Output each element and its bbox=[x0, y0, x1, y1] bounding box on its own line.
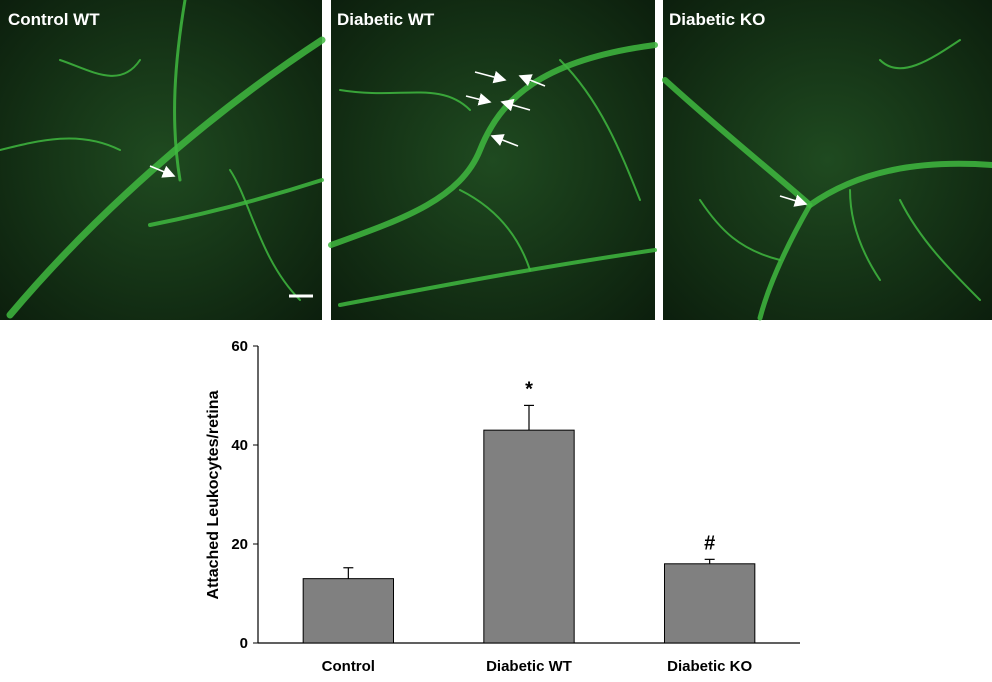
bar bbox=[302, 578, 394, 644]
y-tick-label: 20 bbox=[231, 536, 248, 553]
panel-label: Control WT bbox=[8, 10, 100, 29]
y-tick-label: 0 bbox=[240, 635, 248, 652]
panel-label: Diabetic WT bbox=[337, 10, 435, 29]
y-tick-label: 60 bbox=[231, 338, 248, 355]
bar bbox=[483, 429, 575, 644]
y-axis-label: Attached Leukocytes/retina bbox=[205, 390, 222, 599]
significance-marker: * bbox=[525, 378, 533, 400]
significance-marker: # bbox=[704, 532, 715, 554]
bar bbox=[664, 563, 756, 644]
y-tick-label: 40 bbox=[231, 437, 248, 454]
micrograph bbox=[328, 0, 658, 320]
x-tick-label: Control bbox=[322, 658, 375, 675]
x-tick-label: Diabetic WT bbox=[486, 658, 572, 675]
x-tick-label: Diabetic KO bbox=[667, 658, 752, 675]
panel-label: Diabetic KO bbox=[669, 10, 765, 29]
micrograph bbox=[662, 0, 992, 321]
micrograph bbox=[0, 0, 326, 320]
